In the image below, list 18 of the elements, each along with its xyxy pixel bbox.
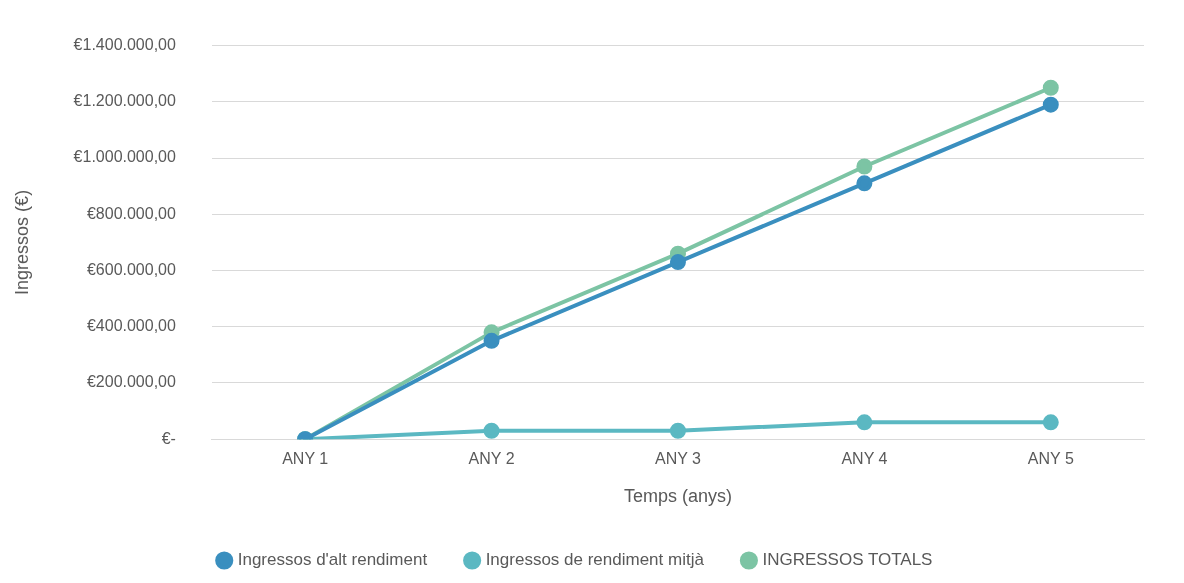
x-tick-label: ANY 5 bbox=[1027, 450, 1074, 468]
y-tick-label: €400.000,00 bbox=[86, 317, 177, 335]
y-tick-label: €- bbox=[161, 429, 176, 447]
y-tick-label: €1.200.000,00 bbox=[73, 92, 177, 110]
y-tick-label: €1.400.000,00 bbox=[73, 36, 177, 54]
y-tick-label: €600.000,00 bbox=[86, 260, 177, 278]
x-tick-label: ANY 4 bbox=[841, 450, 888, 468]
legend-label: INGRESSOS TOTALS bbox=[762, 550, 933, 570]
y-tick-label: €200.000,00 bbox=[86, 373, 177, 391]
x-tick-label: ANY 2 bbox=[468, 450, 515, 468]
x-tick-label: ANY 1 bbox=[282, 450, 329, 468]
y-tick-label: €800.000,00 bbox=[86, 204, 177, 222]
x-axis-title: Temps (anys) bbox=[623, 486, 732, 507]
legend-label: Ingressos de rendiment mitjà bbox=[485, 550, 705, 570]
legend-label: Ingressos d'alt rendiment bbox=[237, 550, 428, 570]
y-tick-label: €1.000.000,00 bbox=[73, 148, 177, 166]
y-axis-title: Ingressos (€) bbox=[11, 189, 32, 295]
x-tick-label: ANY 3 bbox=[654, 450, 702, 468]
